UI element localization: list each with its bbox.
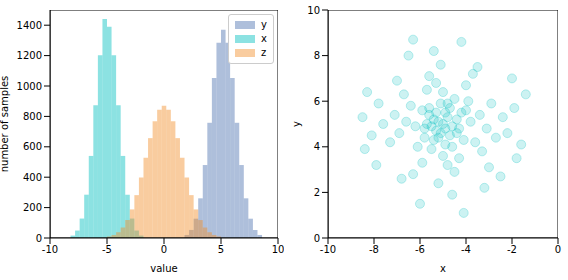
- html-text:y: y: [261, 19, 267, 30]
- svg-text:-10: -10: [42, 244, 58, 255]
- svg-text:6: 6: [314, 96, 320, 107]
- svg-text:10: 10: [272, 244, 284, 255]
- svg-text:-2: -2: [507, 244, 517, 255]
- svg-text:0: 0: [314, 233, 320, 244]
- svg-text:2: 2: [314, 187, 320, 198]
- svg-text:-10: -10: [320, 244, 336, 255]
- svg-text:-4: -4: [461, 244, 471, 255]
- svg-text:5: 5: [218, 244, 224, 255]
- svg-text:number of samples: number of samples: [8, 76, 10, 173]
- svg-text:10: 10: [307, 5, 320, 16]
- html-text:z: z: [261, 47, 267, 58]
- svg-text:800: 800: [23, 111, 42, 122]
- svg-text:1000: 1000: [17, 81, 42, 92]
- svg-text:-5: -5: [102, 244, 112, 255]
- svg-text:-6: -6: [415, 244, 425, 255]
- svg-text:0: 0: [555, 244, 560, 255]
- svg-text:-8: -8: [369, 244, 379, 255]
- svg-text:0: 0: [36, 233, 42, 244]
- svg-text:4: 4: [314, 141, 320, 152]
- svg-text:x: x: [440, 263, 446, 274]
- svg-text:1400: 1400: [17, 20, 42, 31]
- svg-text:value: value: [150, 263, 177, 274]
- svg-text:400: 400: [23, 172, 42, 183]
- svg-text:600: 600: [23, 141, 42, 152]
- svg-text:1200: 1200: [17, 50, 42, 61]
- svg-text:200: 200: [23, 202, 42, 213]
- html-text:x: x: [261, 33, 267, 44]
- svg-text:y: y: [291, 121, 302, 127]
- svg-text:0: 0: [161, 244, 167, 255]
- svg-text:8: 8: [314, 50, 320, 61]
